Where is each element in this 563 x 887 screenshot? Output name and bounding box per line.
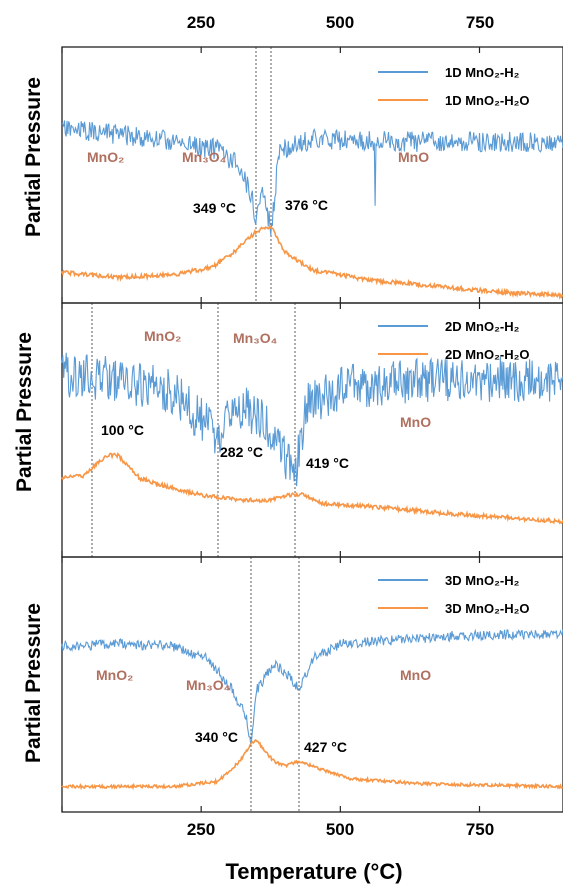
series-line-3d-h2	[61, 628, 563, 745]
y-axis-title-panel-2: Partial Pressure	[13, 332, 36, 492]
bottom-tick-labels: 250 500 750	[187, 820, 494, 839]
top-tick-500: 500	[326, 13, 354, 32]
top-tick-labels: 250 500 750	[187, 13, 494, 32]
bottom-tick-500: 500	[326, 820, 354, 839]
legend-label-h2o: 3D MnO₂-H₂O	[445, 601, 530, 616]
panel-frame	[61, 46, 563, 304]
peak-label-376: 376 °C	[285, 197, 328, 213]
peak-label-340: 340 °C	[195, 729, 238, 745]
phase-label-mn3o4: Mn₃O₄	[186, 677, 230, 693]
legend-label-h2o: 1D MnO₂-H₂O	[445, 93, 530, 108]
peak-label-349: 349 °C	[193, 200, 236, 216]
legend-label-h2: 1D MnO₂-H₂	[445, 65, 520, 80]
panel-1d: 1D MnO₂-H₂ 1D MnO₂-H₂O MnO₂ Mn₃O₄ MnO 34…	[61, 46, 563, 304]
phase-label-mn3o4: Mn₃O₄	[182, 149, 226, 165]
series-line-2d-h2	[61, 352, 563, 487]
legend-label-h2: 2D MnO₂-H₂	[445, 319, 520, 334]
peak-label-419: 419 °C	[306, 455, 349, 471]
panel-3d: 3D MnO₂-H₂ 3D MnO₂-H₂O MnO₂ Mn₃O₄ MnO 34…	[61, 556, 563, 813]
phase-label-mn3o4: Mn₃O₄	[233, 330, 277, 346]
phase-label-mno: MnO	[400, 414, 431, 430]
series-line-1d-h2	[61, 120, 563, 236]
phase-label-mno2: MnO₂	[144, 328, 181, 344]
phase-label-mno: MnO	[400, 667, 431, 683]
peak-label-282: 282 °C	[220, 444, 263, 460]
legend-label-h2o: 2D MnO₂-H₂O	[445, 347, 530, 362]
bottom-tick-250: 250	[187, 820, 215, 839]
top-tick-250: 250	[187, 13, 215, 32]
legend-label-h2: 3D MnO₂-H₂	[445, 573, 520, 588]
y-axis-title-panel-1: Partial Pressure	[22, 77, 45, 237]
top-tick-750: 750	[466, 13, 494, 32]
peak-label-427: 427 °C	[304, 739, 347, 755]
panel-frame	[61, 556, 563, 813]
series-line-3d-h2o	[61, 738, 563, 791]
bottom-tick-750: 750	[466, 820, 494, 839]
y-axis-title-panel-3: Partial Pressure	[22, 603, 45, 763]
series-line-2d-h2o	[61, 451, 563, 525]
panel-2d: 2D MnO₂-H₂ 2D MnO₂-H₂O MnO₂ Mn₃O₄ MnO 10…	[61, 302, 563, 558]
phase-label-mno: MnO	[398, 149, 429, 165]
x-axis-title: Temperature (°C)	[225, 859, 402, 884]
phase-label-mno2: MnO₂	[87, 149, 124, 165]
series-line-1d-h2o	[61, 223, 563, 301]
phase-label-mno2: MnO₂	[96, 667, 133, 683]
peak-label-100: 100 °C	[101, 422, 144, 438]
